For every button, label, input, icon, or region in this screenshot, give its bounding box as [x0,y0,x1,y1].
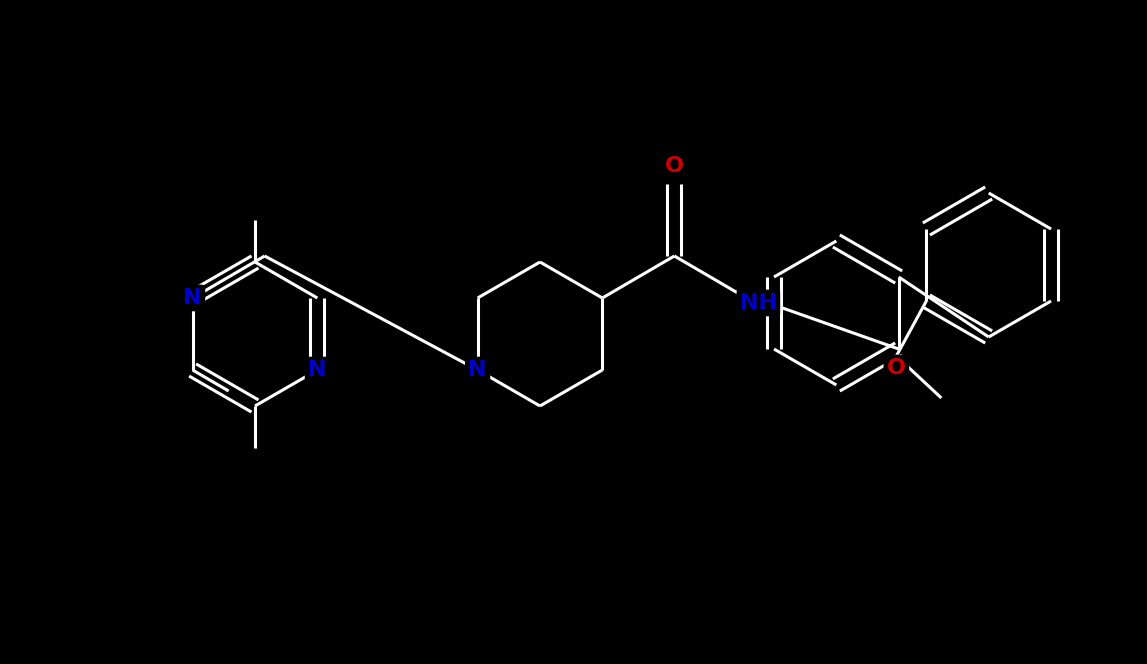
Text: N: N [184,288,202,308]
Text: N: N [309,360,327,380]
Text: N: N [468,360,486,380]
Text: O: O [887,358,906,378]
Text: O: O [665,156,684,176]
Text: NH: NH [740,293,777,313]
